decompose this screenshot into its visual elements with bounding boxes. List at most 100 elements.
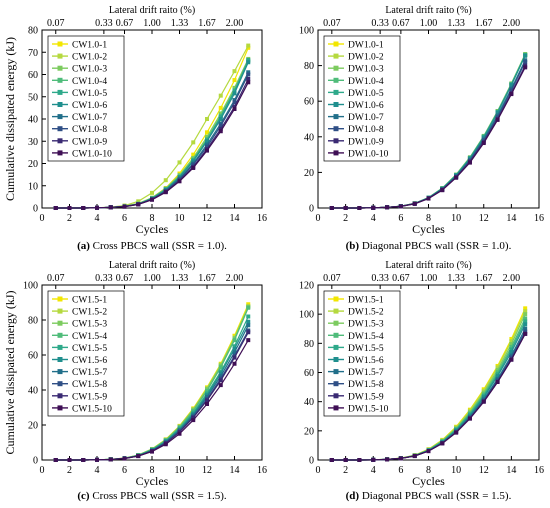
data-point bbox=[218, 105, 223, 110]
y-tick-label: 100 bbox=[299, 310, 314, 321]
data-point bbox=[191, 162, 196, 167]
top-axis-title: Lateral drift raito (%) bbox=[385, 260, 471, 271]
top-tick-label: 0.07 bbox=[323, 273, 341, 284]
data-point bbox=[218, 93, 223, 98]
top-tick-label: 0.67 bbox=[392, 18, 410, 29]
top-tick-label: 1.33 bbox=[447, 273, 465, 284]
data-point bbox=[205, 398, 209, 403]
y-tick-label: 20 bbox=[304, 168, 314, 179]
data-point bbox=[205, 144, 209, 149]
data-point bbox=[509, 355, 514, 360]
legend-swatch-marker bbox=[333, 296, 339, 302]
data-point bbox=[495, 117, 500, 122]
x-tick-label: 10 bbox=[175, 465, 185, 476]
data-point bbox=[205, 117, 209, 121]
panel-caption: (c) Cross PBCS wall (SSR = 1.5). bbox=[77, 490, 226, 502]
data-point bbox=[246, 60, 251, 65]
legend-label: CW1.5-1 bbox=[72, 296, 107, 306]
data-point bbox=[191, 152, 196, 157]
data-point bbox=[481, 141, 486, 146]
x-tick-label: 8 bbox=[150, 465, 155, 476]
y-tick-label: 0 bbox=[33, 204, 38, 215]
data-point bbox=[108, 205, 113, 210]
legend-label: DW1.5-8 bbox=[348, 380, 384, 390]
legend-label: CW1.5-3 bbox=[72, 320, 107, 330]
top-tick-label: 1.33 bbox=[171, 273, 189, 284]
top-tick-label: 0.33 bbox=[371, 18, 389, 29]
data-point bbox=[523, 306, 528, 311]
data-point bbox=[246, 72, 251, 77]
legend-label: CW1.0-10 bbox=[72, 149, 112, 159]
legend-label: DW1.0-8 bbox=[348, 125, 384, 135]
top-tick-label: 1.67 bbox=[475, 273, 493, 284]
legend-label: DW1.0-3 bbox=[348, 65, 384, 75]
x-tick-label: 0 bbox=[40, 465, 45, 476]
legend-label: CW1.5-10 bbox=[72, 404, 112, 414]
legend-swatch-marker bbox=[57, 381, 63, 387]
data-point bbox=[232, 106, 237, 111]
chart-panel-d: 0 2 4 6 8 10 12 14 16 0 20 40 60 80 100 120 0.07 0.33 0.67… bbox=[299, 260, 544, 502]
data-point bbox=[523, 329, 528, 334]
data-point bbox=[426, 449, 431, 454]
data-point bbox=[523, 331, 528, 336]
data-point bbox=[246, 70, 251, 75]
data-point bbox=[95, 457, 99, 462]
top-tick-label: 0.67 bbox=[116, 18, 134, 29]
legend-label: CW1.5-6 bbox=[72, 356, 107, 366]
legend-swatch-marker bbox=[57, 53, 63, 59]
x-tick-label: 6 bbox=[122, 213, 127, 224]
legend-swatch-marker bbox=[333, 381, 339, 387]
x-tick-label: 4 bbox=[371, 213, 376, 224]
data-point bbox=[398, 204, 403, 209]
data-point bbox=[495, 367, 500, 372]
data-point bbox=[150, 449, 154, 454]
top-tick-label: 2.00 bbox=[503, 18, 521, 29]
top-tick-label: 1.67 bbox=[198, 273, 216, 284]
x-tick-label: 4 bbox=[95, 213, 100, 224]
legend-swatch-marker bbox=[333, 41, 339, 47]
top-tick-label: 0.67 bbox=[392, 273, 410, 284]
y-tick-label: 80 bbox=[28, 26, 38, 37]
x-tick-label: 14 bbox=[230, 213, 240, 224]
legend-swatch-marker bbox=[57, 150, 63, 156]
legend-label: DW1.5-9 bbox=[348, 392, 384, 402]
legend-swatch-marker bbox=[333, 369, 339, 375]
legend-swatch-marker bbox=[333, 89, 339, 95]
data-point bbox=[467, 160, 472, 165]
legend-swatch-marker bbox=[57, 89, 63, 95]
legend-label: CW1.0-1 bbox=[72, 41, 107, 51]
data-point bbox=[509, 83, 514, 88]
panel-caption: (d) Diagonal PBCS wall (SSR = 1.5). bbox=[346, 490, 512, 502]
data-point bbox=[232, 350, 237, 355]
data-point bbox=[523, 60, 528, 65]
x-tick-label: 14 bbox=[506, 465, 516, 476]
data-point bbox=[246, 80, 251, 85]
x-tick-label: 12 bbox=[479, 465, 489, 476]
legend-swatch-marker bbox=[57, 320, 63, 326]
legend-swatch-marker bbox=[57, 138, 63, 144]
data-point bbox=[218, 383, 223, 388]
y-tick-label: 40 bbox=[28, 115, 38, 126]
top-tick-label: 0.33 bbox=[371, 273, 389, 284]
x-tick-label: 14 bbox=[230, 465, 240, 476]
data-point bbox=[205, 130, 209, 135]
y-tick-label: 60 bbox=[304, 368, 314, 379]
data-point bbox=[398, 456, 403, 461]
chart-panel-b: 0 2 4 6 8 10 12 14 16 0 20 40 60 80 100 0.07 0.33 0.67 1.0… bbox=[299, 5, 544, 252]
legend-label: DW1.5-5 bbox=[348, 344, 384, 354]
data-point bbox=[218, 111, 223, 116]
data-point bbox=[205, 139, 209, 144]
x-tick-label: 2 bbox=[67, 213, 72, 224]
data-point bbox=[163, 178, 168, 183]
data-point bbox=[357, 458, 362, 462]
data-point bbox=[53, 458, 58, 462]
x-tick-label: 10 bbox=[175, 213, 185, 224]
legend-swatch-marker bbox=[57, 296, 63, 302]
y-tick-label: 40 bbox=[304, 132, 314, 143]
x-tick-label: 8 bbox=[150, 213, 155, 224]
data-point bbox=[218, 114, 223, 119]
top-tick-label: 1.67 bbox=[475, 18, 493, 29]
legend-swatch-marker bbox=[333, 393, 339, 399]
top-tick-label: 0.33 bbox=[95, 273, 113, 284]
data-point bbox=[191, 415, 196, 420]
